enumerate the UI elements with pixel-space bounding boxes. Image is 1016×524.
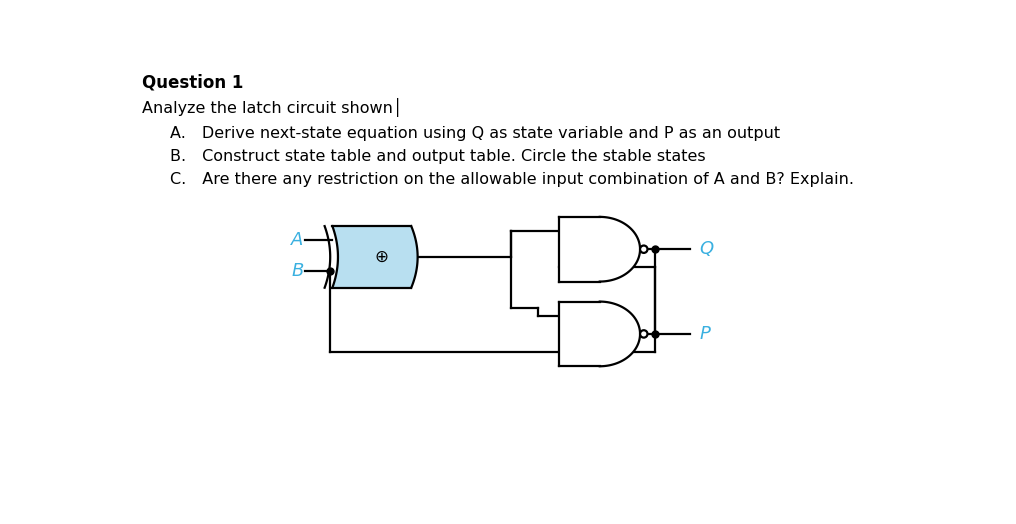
Text: Analyze the latch circuit shown│: Analyze the latch circuit shown│ — [142, 99, 403, 117]
Text: Question 1: Question 1 — [142, 74, 244, 92]
Polygon shape — [560, 217, 640, 281]
Text: P: P — [699, 325, 710, 343]
Polygon shape — [560, 302, 640, 366]
Text: Q: Q — [699, 240, 713, 258]
Circle shape — [640, 246, 647, 253]
Text: $\oplus$: $\oplus$ — [374, 248, 388, 266]
Text: A: A — [292, 231, 304, 249]
Text: B: B — [292, 262, 304, 280]
Text: A. Derive next-state equation using Q as state variable and P as an output: A. Derive next-state equation using Q as… — [170, 126, 779, 141]
Text: C. Are there any restriction on the allowable input combination of A and B? Expl: C. Are there any restriction on the allo… — [170, 172, 853, 187]
Polygon shape — [332, 226, 418, 288]
Text: B. Construct state table and output table. Circle the stable states: B. Construct state table and output tabl… — [170, 149, 705, 164]
Circle shape — [640, 330, 647, 337]
